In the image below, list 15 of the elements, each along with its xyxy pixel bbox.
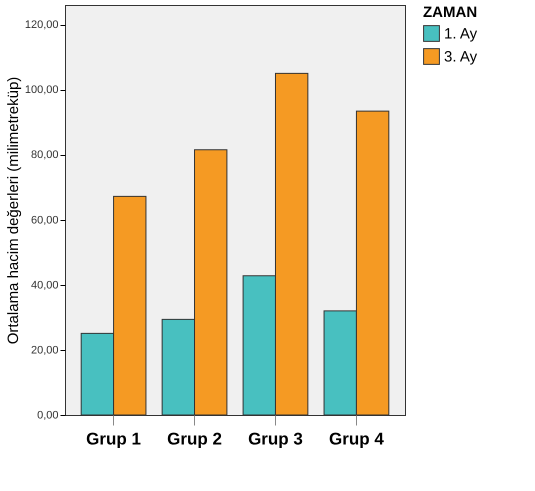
x-tick-label: Grup 1 [86,430,141,448]
y-tick-label: 120,00 [24,19,58,32]
y-tick-label: 80,00 [30,149,58,162]
x-tick-label: Grup 2 [167,430,222,448]
legend-label: 3. Ay [444,48,478,66]
y-tick-label: 40,00 [30,279,58,292]
legend-label: 1. Ay [444,26,478,42]
legend-title: ZAMAN [423,4,478,21]
y-tick-label: 0,00 [37,410,58,422]
y-axis-title: Ortalama hacim değerleri (milimetreküp) [4,76,22,344]
y-tick-label: 60,00 [30,214,58,226]
y-tick-label: 20,00 [30,344,58,356]
y-tick-label: 100,00 [24,84,58,96]
x-tick-label: Grup 4 [329,430,384,448]
x-tick-label: Grup 3 [248,430,303,448]
